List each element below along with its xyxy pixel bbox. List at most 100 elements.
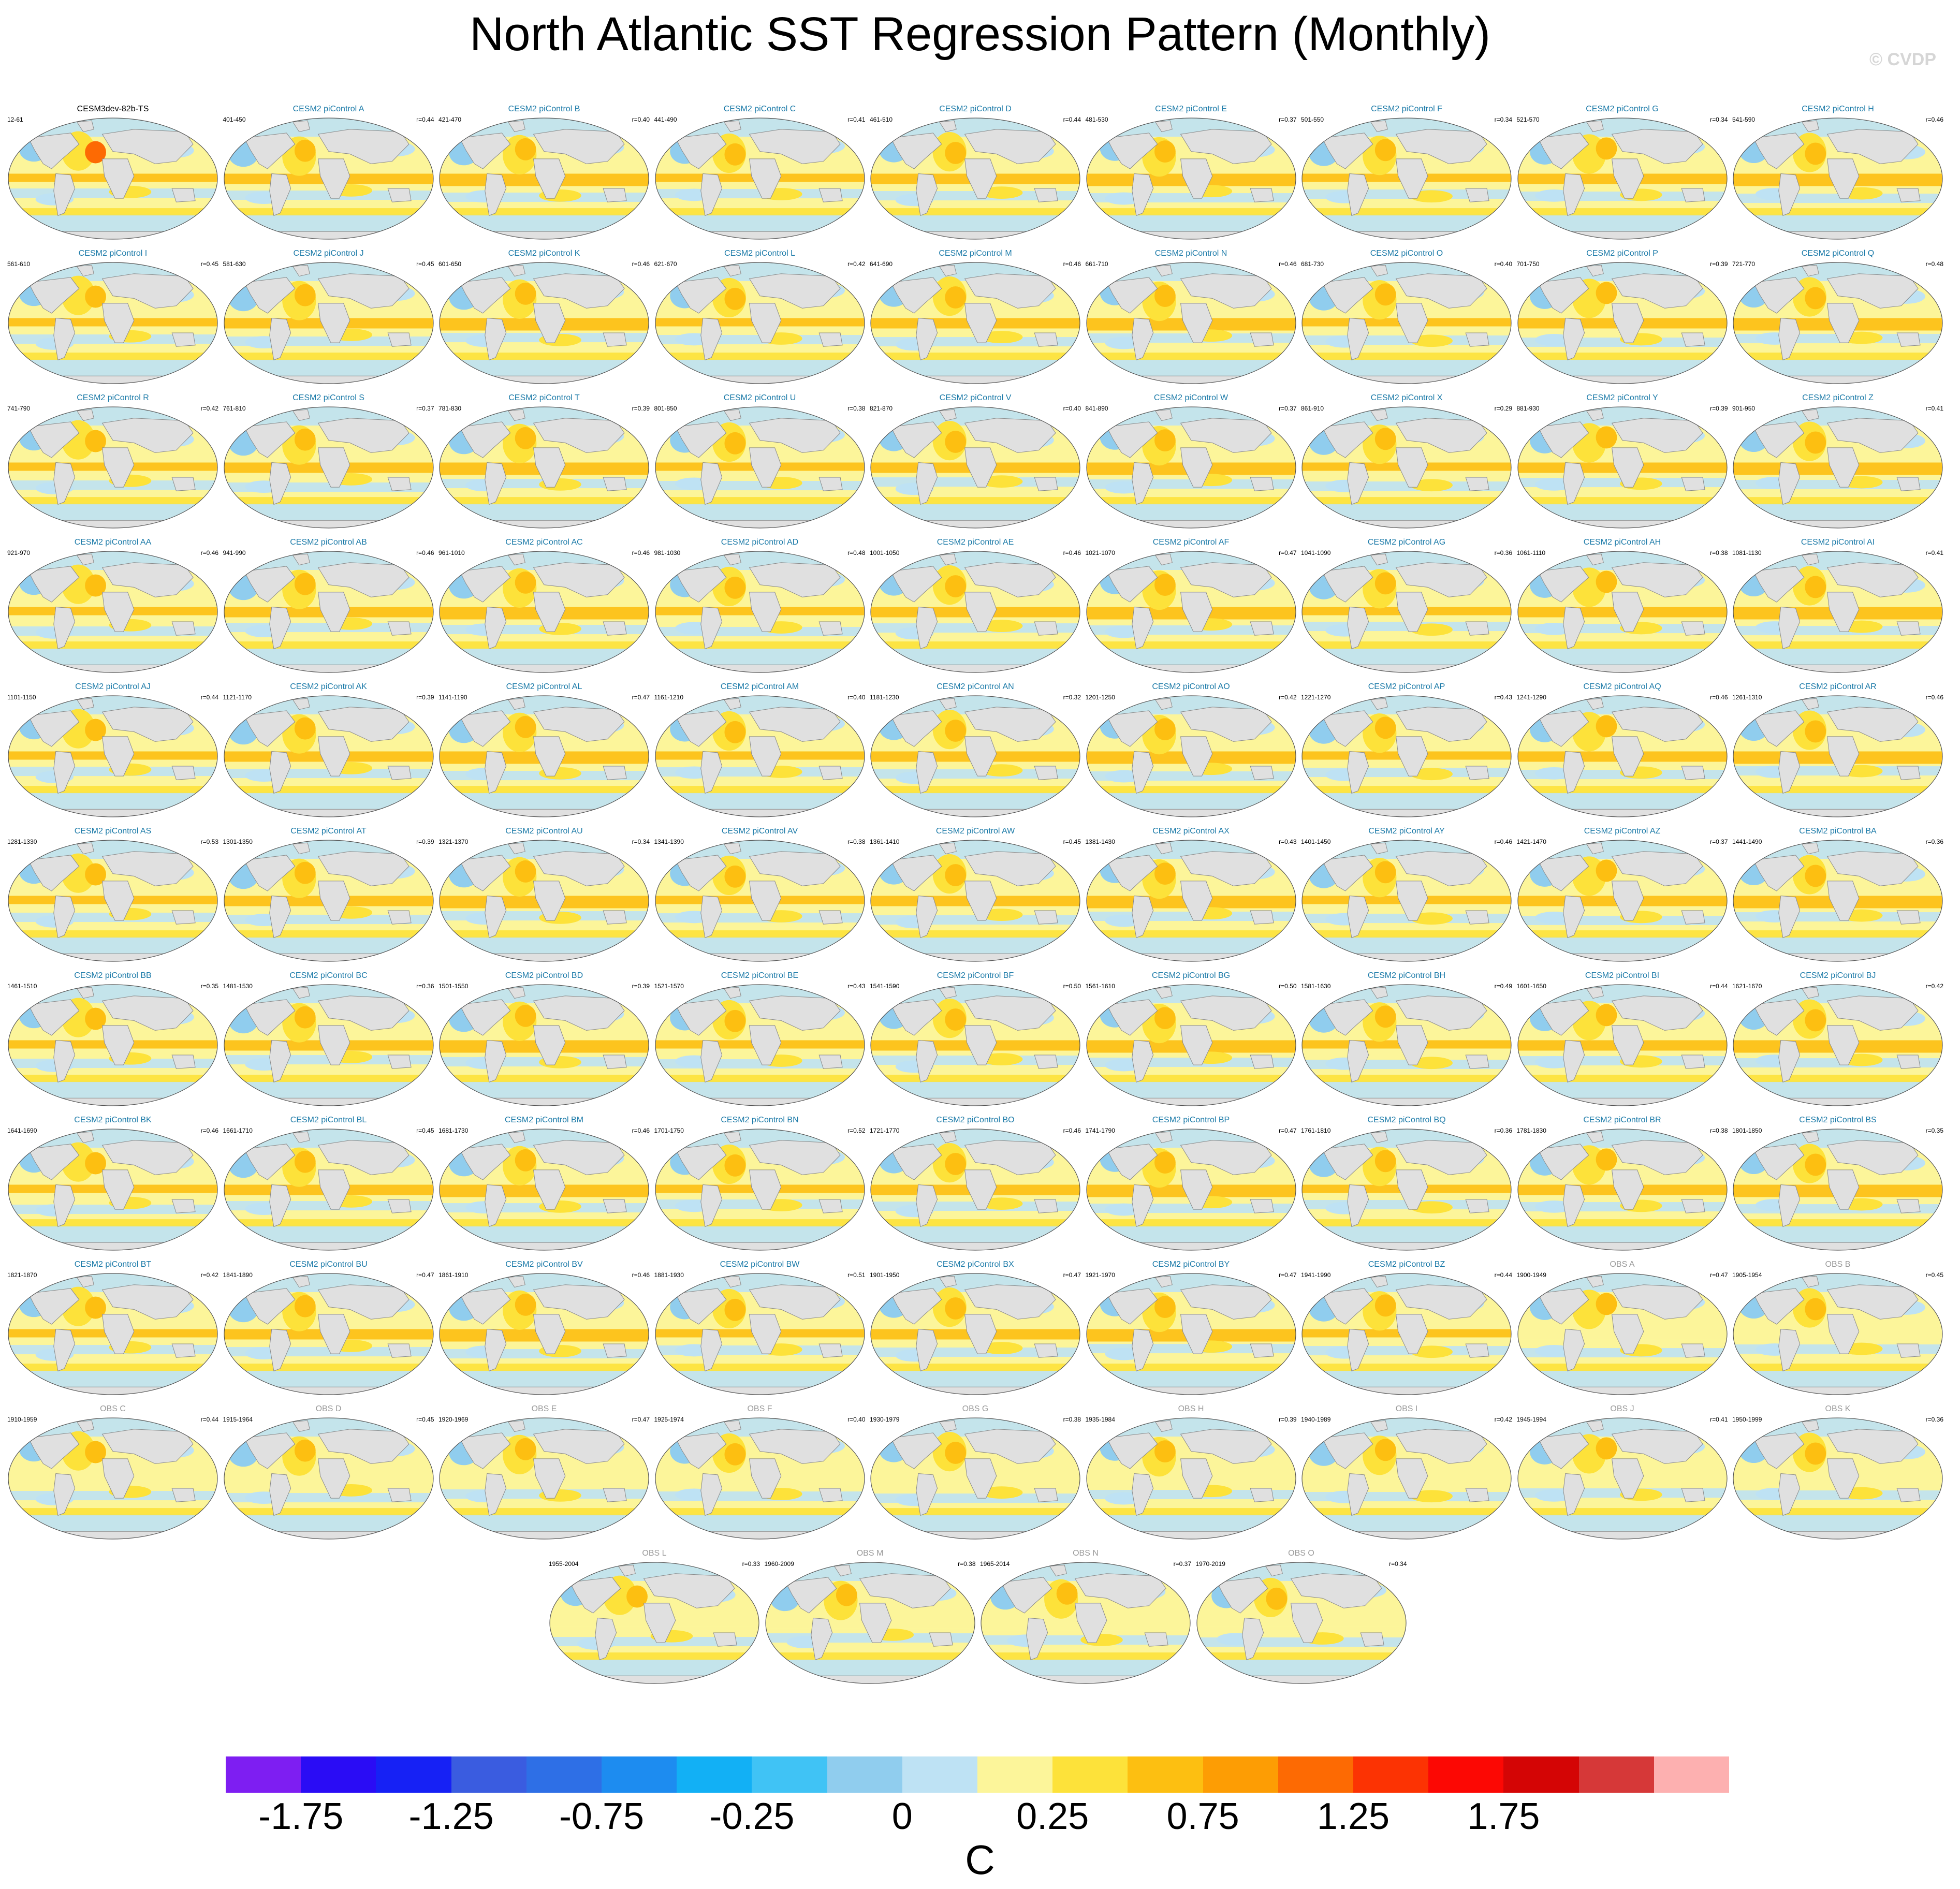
panel-correlation-label: r=0.48 (1925, 260, 1943, 268)
sst-regression-map (8, 840, 218, 962)
panel-years-label: 1521-1570 (654, 983, 684, 990)
panel-correlation-label: r=0.39 (632, 405, 650, 412)
panel-correlation-label: r=0.44 (1494, 1271, 1512, 1279)
panel-correlation-label: r=0.32 (1063, 694, 1081, 701)
map-panel: CESM2 piControl AX 1381-1430 r=0.43 (1086, 827, 1297, 962)
colorbar-swatch (526, 1756, 602, 1793)
panel-years-label: 461-510 (870, 116, 893, 123)
panel-correlation-label: r=0.47 (1279, 1127, 1297, 1134)
map-panel: OBS D 1915-1964 r=0.45 (223, 1404, 434, 1540)
map-panel: CESM2 piControl BD 1501-1550 r=0.39 (438, 971, 650, 1107)
panel-title: CESM2 piControl AB (290, 538, 367, 547)
panel-title: CESM2 piControl AV (721, 827, 798, 836)
sst-regression-map (870, 551, 1080, 673)
panel-years-label: 1561-1610 (1085, 983, 1115, 990)
colorbar-swatch (376, 1756, 452, 1793)
sst-regression-map (223, 984, 434, 1106)
panel-title: OBS N (1073, 1549, 1099, 1558)
colorbar-swatch (226, 1756, 301, 1793)
sst-regression-map (1733, 695, 1943, 817)
map-panel: CESM2 piControl BL 1661-1710 r=0.45 (223, 1116, 434, 1251)
map-panel: CESM2 piControl V 821-870 r=0.40 (870, 393, 1081, 529)
panel-correlation-label: r=0.40 (847, 1416, 866, 1423)
panel-title: CESM2 piControl Z (1802, 393, 1874, 402)
colorbar-swatch (1128, 1756, 1204, 1793)
panel-correlation-label: r=0.41 (847, 116, 866, 123)
map-panel: CESM2 piControl Q 721-770 r=0.48 (1732, 249, 1943, 385)
sst-regression-map (439, 551, 649, 673)
panel-correlation-label: r=0.44 (1063, 116, 1081, 123)
sst-regression-map (223, 551, 434, 673)
map-panel: CESM2 piControl BO 1721-1770 r=0.46 (870, 1116, 1081, 1251)
colorbar-tick-label: -0.75 (559, 1796, 645, 1837)
panel-years-label: 801-850 (654, 405, 677, 412)
panel-title: CESM2 piControl AH (1583, 538, 1661, 547)
panel-title: CESM2 piControl AI (1801, 538, 1875, 547)
map-panel: CESM2 piControl AK 1121-1170 r=0.39 (223, 682, 434, 818)
sst-regression-map (1517, 406, 1728, 529)
sst-regression-map (1733, 118, 1943, 240)
sst-regression-map (1086, 984, 1296, 1106)
panel-correlation-label: r=0.38 (1710, 549, 1728, 557)
panel-title: OBS C (100, 1404, 126, 1413)
chart-title: North Atlantic SST Regression Pattern (M… (469, 8, 1491, 61)
panel-years-label: 1381-1430 (1085, 838, 1115, 845)
panel-correlation-label: r=0.45 (1063, 838, 1081, 845)
colorbar-swatch (1353, 1756, 1429, 1793)
map-panel: CESM2 piControl AR 1261-1310 r=0.46 (1732, 682, 1943, 818)
panel-correlation-label: r=0.42 (200, 405, 218, 412)
panel-years-label: 681-730 (1301, 260, 1324, 268)
panel-title: OBS O (1288, 1549, 1314, 1558)
sst-regression-map (439, 984, 649, 1106)
panel-correlation-label: r=0.36 (1494, 549, 1512, 557)
panel-title: CESM2 piControl AU (505, 827, 583, 836)
map-panel: CESM2 piControl F 501-550 r=0.34 (1301, 105, 1512, 240)
panel-years-label: 861-910 (1301, 405, 1324, 412)
panel-correlation-label: r=0.46 (632, 1127, 650, 1134)
map-panel: CESM2 piControl BF 1541-1590 r=0.50 (870, 971, 1081, 1107)
map-panel: OBS F 1925-1974 r=0.40 (654, 1404, 866, 1540)
panel-correlation-label: r=0.34 (632, 838, 650, 845)
sst-regression-map (1301, 118, 1512, 240)
panel-title: CESM2 piControl BB (74, 971, 152, 980)
panel-years-label: 1945-1994 (1516, 1416, 1546, 1423)
panel-years-label: 401-450 (223, 116, 246, 123)
map-panel: OBS A 1900-1949 r=0.47 (1517, 1260, 1728, 1396)
sst-regression-map (8, 118, 218, 240)
panel-title: CESM2 piControl U (723, 393, 796, 402)
colorbar-tick-label: -1.75 (258, 1796, 344, 1837)
panel-title: CESM2 piControl AW (935, 827, 1015, 836)
colorbar-swatch (1578, 1756, 1655, 1793)
panel-years-label: 1965-2014 (980, 1560, 1010, 1568)
panel-correlation-label: r=0.50 (1279, 983, 1297, 990)
sst-regression-map (870, 984, 1080, 1106)
sst-regression-map (1301, 551, 1512, 673)
sst-regression-map (1301, 695, 1512, 817)
panel-title: CESM2 piControl BT (74, 1260, 152, 1269)
panel-title: CESM2 piControl AQ (1583, 682, 1661, 691)
panel-years-label: 1401-1450 (1301, 838, 1331, 845)
panel-title: CESM2 piControl AD (721, 538, 799, 547)
map-panel: CESM2 piControl BK 1641-1690 r=0.46 (7, 1116, 218, 1251)
map-panel: CESM2 piControl E 481-530 r=0.37 (1086, 105, 1297, 240)
panel-years-label: 641-690 (870, 260, 893, 268)
panel-years-label: 481-530 (1085, 116, 1108, 123)
panel-years-label: 1861-1910 (438, 1271, 469, 1279)
panel-correlation-label: r=0.37 (416, 405, 434, 412)
map-panel: CESM2 piControl AE 1001-1050 r=0.46 (870, 538, 1081, 673)
panel-title: CESM2 piControl BN (721, 1116, 799, 1124)
colorbar-swatch (677, 1756, 752, 1793)
map-panel: CESM2 piControl AP 1221-1270 r=0.43 (1301, 682, 1512, 818)
panel-correlation-label: r=0.46 (200, 1127, 218, 1134)
colorbar-swatch (1503, 1756, 1579, 1793)
sst-regression-map (1733, 1273, 1943, 1395)
panel-years-label: 1681-1730 (438, 1127, 469, 1134)
panel-title: CESM2 piControl AP (1368, 682, 1445, 691)
panel-correlation-label: r=0.40 (1063, 405, 1081, 412)
sst-regression-map (654, 118, 865, 240)
panel-correlation-label: r=0.45 (416, 1416, 434, 1423)
panel-correlation-label: r=0.39 (1710, 405, 1728, 412)
panel-years-label: 1101-1150 (7, 694, 36, 701)
colorbar-swatch (752, 1756, 828, 1793)
sst-regression-map (654, 1129, 865, 1251)
